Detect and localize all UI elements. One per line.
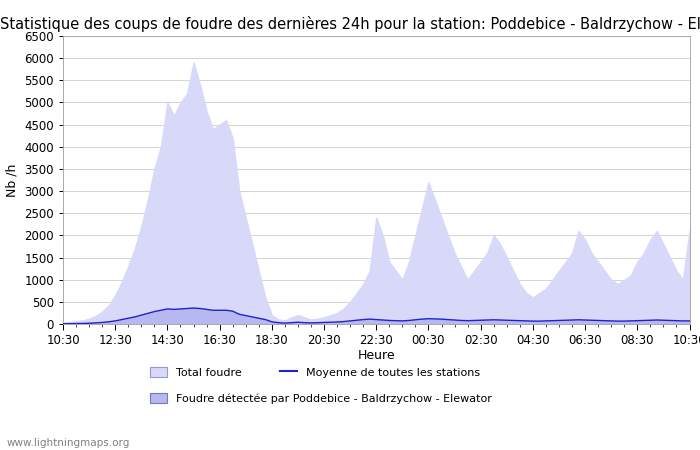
X-axis label: Heure: Heure	[358, 349, 395, 362]
Legend: Foudre détectée par Poddebice - Baldrzychow - Elewator: Foudre détectée par Poddebice - Baldrzyc…	[150, 393, 491, 404]
Text: www.lightningmaps.org: www.lightningmaps.org	[7, 438, 130, 448]
Y-axis label: Nb /h: Nb /h	[6, 163, 19, 197]
Title: Statistique des coups de foudre des dernières 24h pour la station: Poddebice - B: Statistique des coups de foudre des dern…	[1, 16, 700, 32]
